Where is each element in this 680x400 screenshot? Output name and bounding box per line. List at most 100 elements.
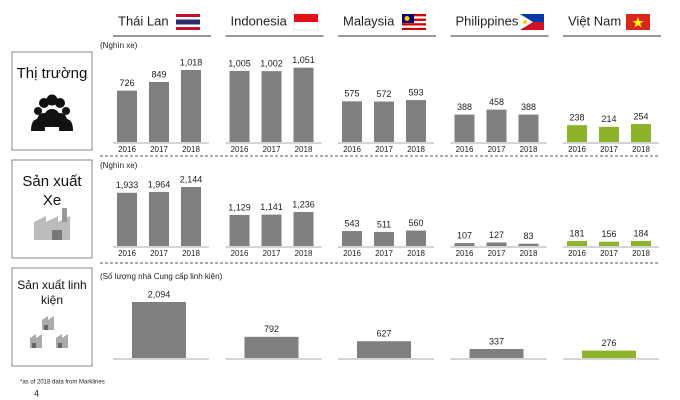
bar [261,214,282,246]
bar [567,125,587,142]
bar [261,71,282,142]
bar [518,114,539,142]
unit-label: (Nghìn xe) [100,41,138,50]
value-label: 1,002 [260,59,283,69]
bar [599,126,619,142]
value-label: 849 [151,69,166,79]
value-label: 388 [457,102,472,112]
bar [117,90,137,142]
year-label: 2018 [407,145,425,154]
flag-malaysia [402,14,426,30]
value-label: 511 [377,219,391,229]
panel-box [11,267,93,367]
country-name: Việt Nam [568,13,621,28]
bar [599,241,619,246]
panel-title: Thị trường [16,65,88,82]
year-label: 2016 [118,249,136,258]
year-label: 2016 [568,249,586,258]
value-label: 1,005 [228,58,251,68]
value-label: 543 [344,218,359,228]
value-label: 1,051 [292,55,315,65]
year-label: 2017 [150,249,168,258]
year-label: 2018 [182,145,200,154]
bar [406,100,426,142]
value-label: 1,018 [180,57,203,67]
flag-indonesia [293,13,319,31]
year-label: 2018 [182,249,200,258]
panel-box [11,51,93,151]
value-label: 276 [601,338,616,348]
country-name: Philippines [456,13,519,28]
year-label: 2017 [488,249,506,258]
value-label: 1,933 [116,180,139,190]
year-label: 2016 [118,145,136,154]
value-label: 726 [119,78,134,88]
value-label: 214 [601,114,616,124]
value-label: 560 [408,218,423,228]
bar [374,231,394,246]
year-label: 2016 [456,249,474,258]
bar [357,341,411,358]
value-label: 792 [264,324,279,334]
bar [181,70,201,142]
bar [454,243,475,246]
year-label: 2018 [407,249,425,258]
value-label: 107 [457,230,472,240]
value-label: 575 [344,89,359,99]
value-label: 1,236 [292,199,315,209]
bar [229,214,250,246]
year-label: 2016 [456,145,474,154]
value-label: 572 [376,89,391,99]
value-label: 127 [489,230,504,240]
year-label: 2017 [488,145,506,154]
value-label: 388 [521,102,536,112]
value-label: 254 [633,111,648,121]
flag-philippines [520,14,544,30]
factory-icon [34,208,70,240]
value-label: 627 [376,329,391,339]
bar [244,336,299,358]
year-label: 2018 [632,249,650,258]
year-label: 2017 [600,249,618,258]
bar [582,350,636,358]
bar [132,302,186,358]
bar [631,124,651,142]
year-label: 2016 [231,145,249,154]
year-label: 2018 [520,145,538,154]
value-label: 2,144 [180,174,203,184]
year-label: 2018 [295,249,313,258]
value-label: 181 [569,228,584,238]
bar [469,348,524,358]
bar [342,101,362,142]
panel-title: Sản xuất Xe [22,173,82,209]
value-label: 1,964 [148,179,171,189]
year-label: 2018 [520,249,538,258]
year-label: 2018 [632,145,650,154]
panel-box [11,159,93,259]
year-label: 2016 [568,145,586,154]
value-label: 458 [489,97,504,107]
year-label: 2016 [231,249,249,258]
unit-label: (Nghìn xe) [100,161,138,170]
panel-title: Sản xuất linh kiện [17,278,87,307]
bar [149,81,169,142]
year-label: 2017 [375,145,393,154]
bar [518,243,539,246]
factory-icons [30,316,68,348]
bar [229,70,250,142]
page-number: 4 [34,388,39,398]
bar [454,114,475,142]
bar [293,67,314,142]
bar [374,101,394,142]
country-name: Malaysia [343,13,395,28]
bar [293,211,314,246]
bar [486,242,507,246]
bar [631,240,651,246]
bar [567,241,587,246]
value-label: 593 [408,87,423,97]
year-label: 2018 [295,145,313,154]
value-label: 1,129 [228,202,251,212]
flag-thailand [176,14,200,30]
